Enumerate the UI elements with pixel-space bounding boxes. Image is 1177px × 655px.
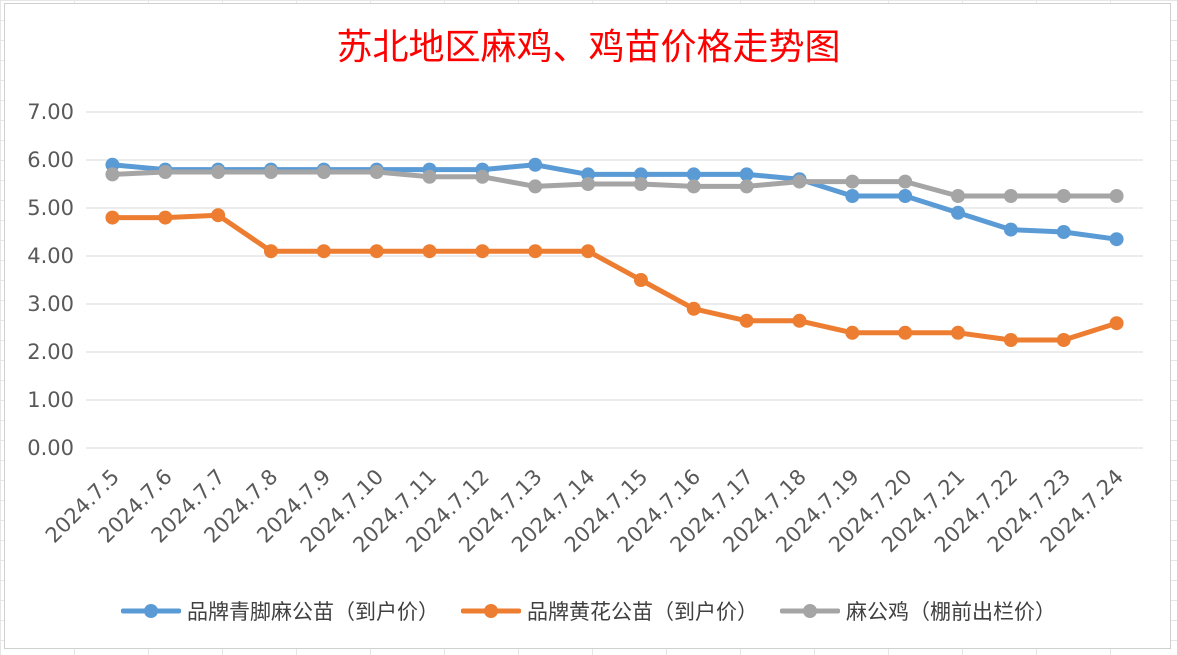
- data-point: [686, 167, 701, 182]
- data-point: [369, 165, 384, 179]
- data-point: [845, 325, 860, 340]
- data-point: [898, 189, 913, 203]
- data-point: [105, 210, 120, 225]
- data-point: [105, 157, 120, 172]
- data-point: [528, 244, 543, 259]
- plot-area: 0.001.002.003.004.005.006.007.002024.7.5…: [27, 100, 1143, 557]
- y-tick-label: 0.00: [27, 436, 74, 460]
- series-line: [109, 212, 1120, 343]
- data-point: [211, 165, 226, 179]
- legend-swatch-marker: [803, 604, 817, 618]
- data-point: [845, 189, 860, 203]
- data-point: [898, 174, 913, 189]
- y-tick-label: 3.00: [27, 292, 74, 316]
- data-point: [581, 167, 596, 182]
- data-point: [1109, 189, 1124, 203]
- data-point: [792, 174, 807, 189]
- y-tick-label: 2.00: [27, 340, 74, 364]
- data-point: [528, 157, 543, 172]
- legend: 品牌青脚麻公苗（到户价） 品牌黄花公苗（到户价） 麻公鸡（棚前出栏价）: [5, 596, 1172, 626]
- legend-item: 品牌黄花公苗（到户价）: [461, 596, 758, 626]
- data-point: [951, 325, 966, 340]
- data-point: [633, 177, 648, 191]
- legend-label: 麻公鸡（棚前出栏价）: [846, 600, 1056, 624]
- legend-item: 麻公鸡（棚前出栏价）: [780, 596, 1056, 626]
- data-point: [263, 244, 278, 259]
- data-point: [105, 167, 120, 182]
- y-tick-label: 4.00: [27, 244, 74, 268]
- y-tick-label: 1.00: [27, 388, 74, 412]
- legend-label: 品牌青脚麻公苗（到户价）: [187, 600, 439, 624]
- data-point: [845, 174, 860, 189]
- data-point: [528, 179, 543, 194]
- y-tick-label: 6.00: [27, 148, 74, 172]
- data-point: [739, 313, 754, 328]
- series-line: [109, 169, 1120, 199]
- data-point: [1109, 232, 1124, 247]
- data-point: [898, 325, 913, 340]
- data-point: [1003, 333, 1018, 347]
- data-point: [1056, 225, 1071, 239]
- y-tick-label: 5.00: [27, 196, 74, 220]
- series-line: [109, 162, 1120, 242]
- data-point: [686, 179, 701, 194]
- data-point: [1109, 316, 1124, 331]
- legend-swatch: [121, 604, 181, 618]
- data-point: [211, 208, 226, 223]
- legend-swatch: [461, 604, 521, 618]
- data-point: [951, 189, 966, 203]
- legend-swatch: [780, 604, 840, 618]
- data-point: [475, 244, 490, 259]
- y-tick-label: 7.00: [27, 100, 74, 124]
- data-point: [581, 177, 596, 191]
- legend-swatch-marker: [144, 604, 158, 618]
- data-point: [739, 179, 754, 194]
- data-point: [1003, 222, 1018, 237]
- legend-swatch-marker: [484, 604, 498, 618]
- data-point: [316, 244, 331, 259]
- data-point: [422, 169, 437, 184]
- data-point: [1003, 189, 1018, 203]
- data-point: [1056, 333, 1071, 347]
- data-point: [792, 313, 807, 328]
- data-point: [422, 244, 437, 259]
- data-point: [581, 244, 596, 259]
- data-point: [686, 301, 701, 316]
- data-point: [158, 210, 173, 225]
- data-point: [1056, 189, 1071, 203]
- legend-item: 品牌青脚麻公苗（到户价）: [121, 596, 439, 626]
- data-point: [633, 167, 648, 182]
- data-point: [316, 165, 331, 179]
- chart-title: 苏北地区麻鸡、鸡苗价格走势图: [336, 27, 841, 68]
- data-point: [263, 165, 278, 179]
- legend-label: 品牌黄花公苗（到户价）: [527, 600, 758, 624]
- data-point: [369, 244, 384, 259]
- data-point: [739, 167, 754, 182]
- data-point: [475, 169, 490, 184]
- data-point: [633, 273, 648, 287]
- chart-area[interactable]: 苏北地区麻鸡、鸡苗价格走势图 0.00 1.00 2.00 3.00 4.00 5.00 6…: [4, 3, 1171, 649]
- data-point: [951, 205, 966, 220]
- data-point: [158, 165, 173, 179]
